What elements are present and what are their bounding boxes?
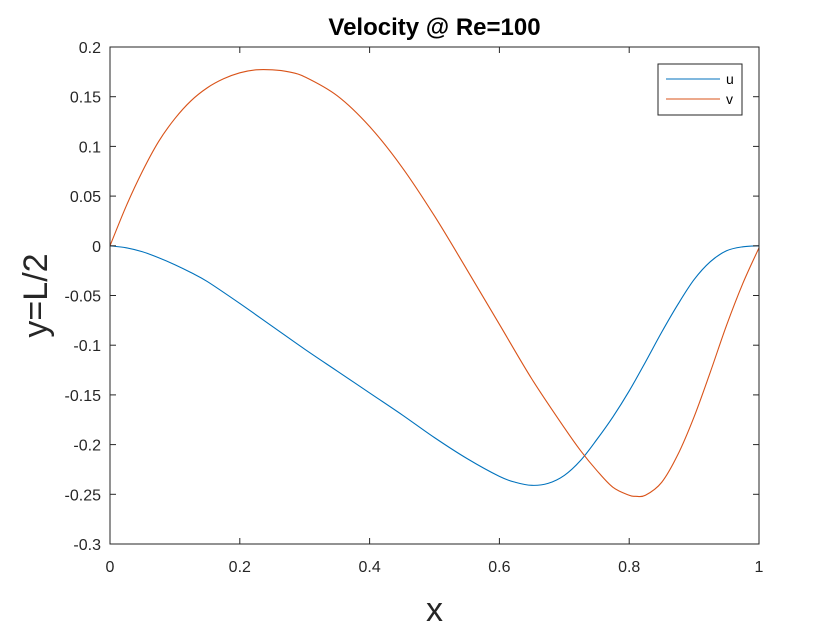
y-tick-label: -0.25 bbox=[65, 487, 102, 504]
y-tick-label: 0.05 bbox=[70, 189, 101, 206]
x-tick-label: 1 bbox=[755, 559, 764, 576]
y-tick-label: -0.05 bbox=[65, 289, 102, 306]
y-tick-label: -0.2 bbox=[73, 438, 101, 455]
legend-label-u: u bbox=[726, 71, 734, 87]
series-line-v bbox=[109, 69, 760, 498]
x-tick-label: 0.4 bbox=[358, 559, 380, 576]
y-tick-label: -0.3 bbox=[73, 537, 101, 554]
y-tick-label: 0 bbox=[92, 239, 101, 256]
y-tick-label: 0.1 bbox=[79, 139, 101, 156]
legend-label-v: v bbox=[726, 91, 733, 107]
x-tick-label: 0.6 bbox=[488, 559, 510, 576]
series-line-u bbox=[109, 245, 760, 486]
y-axis-label: y=L/2 bbox=[17, 253, 55, 337]
x-tick-label: 0.2 bbox=[229, 559, 251, 576]
chart-title: Velocity @ Re=100 bbox=[328, 14, 540, 41]
tick-layer: 0 0.2 0.4 0.6 0.8 1 0.2 0.15 0.1 0.05 0 -0.05 -0.1 -0… bbox=[65, 40, 764, 576]
legend-box bbox=[657, 63, 743, 116]
series-layer bbox=[109, 69, 760, 498]
y-tick-label: 0.15 bbox=[70, 90, 101, 107]
x-axis-label: x bbox=[426, 591, 443, 629]
x-tick-label: 0 bbox=[106, 559, 115, 576]
x-tick-label: 0.8 bbox=[618, 559, 640, 576]
y-tick-label: -0.15 bbox=[65, 388, 102, 405]
y-tick-label: -0.1 bbox=[73, 338, 101, 355]
legend: uv bbox=[657, 63, 743, 116]
plot-area bbox=[110, 47, 759, 544]
y-tick-label: 0.2 bbox=[79, 40, 101, 57]
